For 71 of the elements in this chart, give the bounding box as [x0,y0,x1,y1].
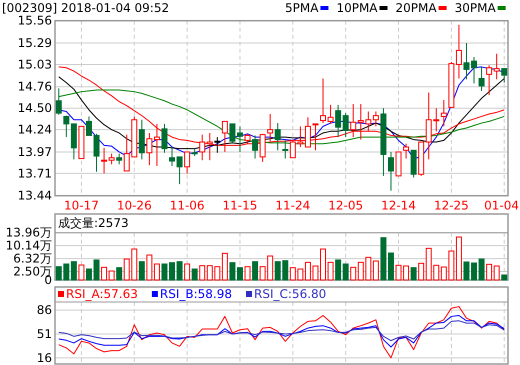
bar [199,265,206,280]
bar [501,274,508,280]
bar [410,267,417,280]
x-tick-label: 01-04 [484,198,519,213]
legend-label: RSI_C:56.80 [254,287,326,301]
candlestick [267,113,274,142]
chart-title: [002309] 2018-01-04 09:52 [2,1,170,15]
legend-label: RSI_A:57.63 [66,287,138,301]
x-tick-label: 11-24 [275,198,310,213]
candlestick [252,134,258,160]
legend-label: 30PMA [454,1,496,15]
bar [192,268,198,280]
candlestick [433,108,440,132]
chart-title: 成交量:2573 [58,216,129,230]
candlestick [161,123,168,154]
x-tick-label: 10-26 [116,198,152,213]
x-tick-label: 12-05 [328,198,364,213]
y-tick-label: 15.56 [18,14,52,28]
candlestick [184,151,190,174]
line-series [58,320,505,342]
y-tick-label: 13.96万 [6,226,52,240]
candlestick [56,88,62,116]
candlestick [138,119,145,160]
y-tick-label: 13.71 [18,166,52,180]
y-tick-label: 14.24 [18,122,52,137]
y-tick-label: 10.14万 [6,238,52,253]
candlestick [403,143,410,160]
candlestick [440,99,447,127]
y-tick-label: 86 [36,303,52,318]
x-tick-label: 11-06 [170,198,205,213]
bar [252,261,258,280]
bar [78,264,84,280]
legend-label: 5PMA [285,1,320,15]
candlestick [388,151,394,192]
x-tick-label: 11-15 [222,198,258,213]
bar [184,264,190,280]
bar [244,266,251,280]
bar [124,258,130,280]
candlestick [410,150,417,178]
x-tick-label: 12-25 [434,198,469,213]
bar [131,248,138,280]
y-tick-label: 13.44 [18,188,52,203]
candlestick [274,122,281,151]
y-tick-label: 16 [36,350,52,365]
bar [116,267,122,280]
x-tick-label: 12-14 [381,198,416,213]
bar [350,266,356,280]
bar [138,261,145,280]
legend-label: 20PMA [396,1,438,15]
y-tick-label: 14.50 [18,101,52,116]
y-tick-label: 15.03 [18,57,52,72]
y-tick-label: 14.76 [18,80,52,94]
candlestick [478,66,485,92]
y-tick-label: 2.50万 [13,264,52,279]
candlestick [282,140,288,160]
candlestick [124,134,130,172]
candlestick [501,68,508,84]
y-tick-label: 6.32万 [13,252,52,266]
line-series [58,306,505,358]
bar [274,261,281,280]
candlestick [396,151,402,176]
y-tick-label: 13.97 [18,144,52,159]
bar [282,260,288,280]
y-tick-label: 15.29 [18,36,52,50]
candlestick [350,104,356,138]
y-tick-label: 51 [36,327,52,342]
legend-label: RSI_B:58.98 [160,287,232,301]
candlestick [116,153,122,165]
line-series [58,314,505,348]
legend-label: 10PMA [336,1,378,15]
x-tick-label: 10-17 [64,198,99,213]
